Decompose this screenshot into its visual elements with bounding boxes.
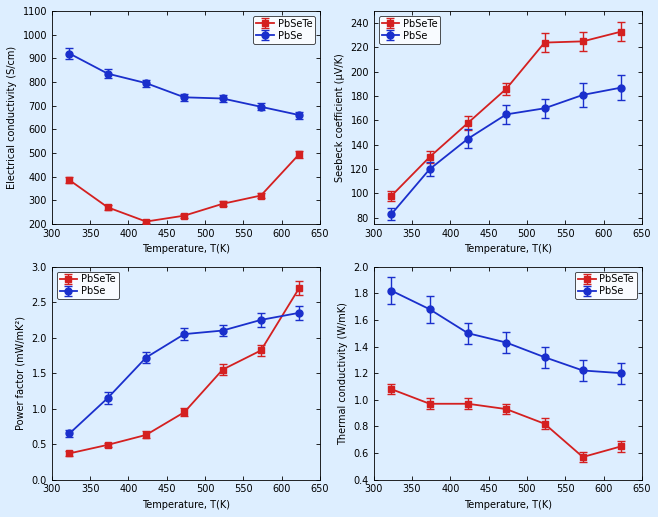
Y-axis label: Electrical conductivity (S/cm): Electrical conductivity (S/cm): [7, 46, 17, 189]
Y-axis label: Thermal conductivity (W/mK): Thermal conductivity (W/mK): [338, 302, 348, 445]
Y-axis label: Seebeck coefficient (μV/K): Seebeck coefficient (μV/K): [335, 53, 345, 182]
X-axis label: Temperature, T(K): Temperature, T(K): [464, 500, 552, 510]
X-axis label: Temperature, T(K): Temperature, T(K): [142, 245, 230, 254]
Legend: PbSeTe, PbSe: PbSeTe, PbSe: [378, 16, 440, 43]
Legend: PbSeTe, PbSe: PbSeTe, PbSe: [57, 271, 118, 299]
X-axis label: Temperature, T(K): Temperature, T(K): [142, 500, 230, 510]
X-axis label: Temperature, T(K): Temperature, T(K): [464, 245, 552, 254]
Y-axis label: Power factor (mW/mK²): Power factor (mW/mK²): [16, 316, 26, 430]
Legend: PbSeTe, PbSe: PbSeTe, PbSe: [253, 16, 315, 43]
Legend: PbSeTe, PbSe: PbSeTe, PbSe: [575, 271, 637, 299]
